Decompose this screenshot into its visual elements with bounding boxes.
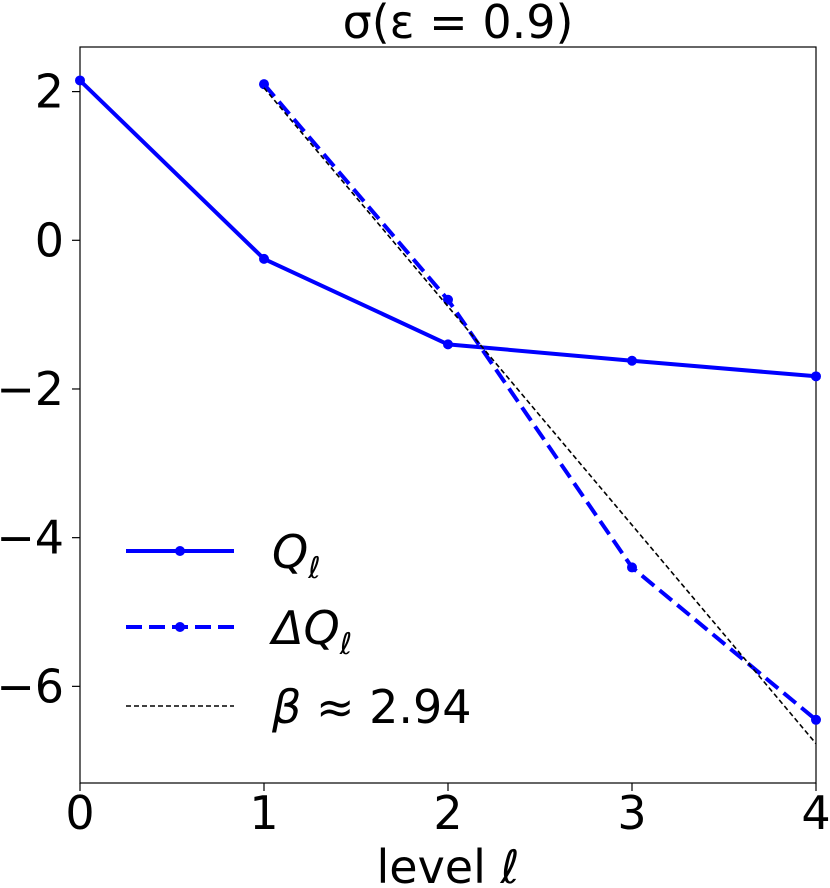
axes xyxy=(79,46,817,784)
x-axis-label: level ℓ xyxy=(376,840,519,888)
legend-marker-1 xyxy=(175,622,185,632)
plot-frame xyxy=(79,46,817,784)
x-tick-label: 4 xyxy=(801,786,830,840)
series-0-point xyxy=(811,371,821,382)
legend: Qℓ ΔQℓ β ≈ 2.94 xyxy=(126,525,472,734)
legend-label-1: ΔQℓ xyxy=(269,601,352,662)
series-line-1 xyxy=(262,82,818,722)
series-1-point xyxy=(627,562,637,573)
series-1-point xyxy=(811,714,821,725)
x-tick-label: 2 xyxy=(433,786,462,840)
series-1-point xyxy=(259,79,269,90)
chart-title: σ(ε = 0.9) xyxy=(343,0,574,49)
y-tick-label: 2 xyxy=(35,65,64,119)
series-0-point xyxy=(627,355,637,366)
ticks: 0 1 2 3 4 2 0 −2 −4 −6 xyxy=(0,65,830,840)
y-tick-label: −2 xyxy=(0,362,64,416)
series-line-2 xyxy=(263,87,817,745)
x-tick-label: 0 xyxy=(65,786,94,840)
series-group xyxy=(75,75,821,745)
x-tick-label: 1 xyxy=(249,786,278,840)
series-0-point xyxy=(75,75,85,86)
series-line-0 xyxy=(78,79,817,379)
legend-marker-0 xyxy=(175,546,185,556)
x-tick-label: 3 xyxy=(617,786,646,840)
series-0-point xyxy=(259,253,269,264)
legend-label-0: Qℓ xyxy=(272,525,321,586)
y-tick-label: 0 xyxy=(35,213,64,267)
legend-label-2: β ≈ 2.94 xyxy=(271,680,472,734)
y-tick-label: −6 xyxy=(0,659,64,713)
series-0-point xyxy=(443,339,453,350)
y-tick-label: −4 xyxy=(0,511,64,565)
